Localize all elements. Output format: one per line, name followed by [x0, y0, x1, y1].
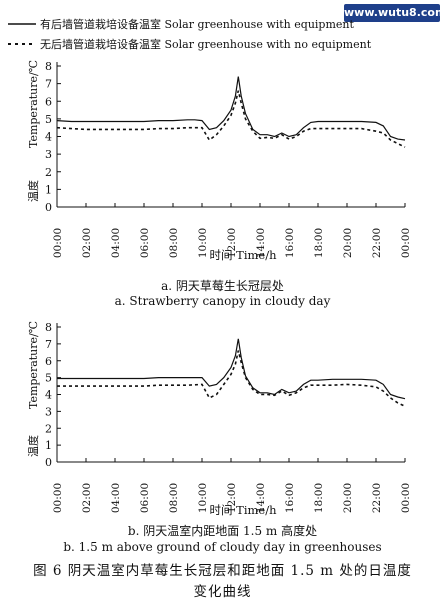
series-no-equipment-line	[56, 90, 406, 148]
y-tick-label: 7	[45, 338, 52, 351]
x-tick-label: 18:00	[313, 228, 325, 258]
x-tick-label: 00:00	[52, 228, 64, 258]
figure-caption-line1: 图 6 阴天温室内草莓生长冠层和距地面 1.5 m 处的日温度	[33, 563, 412, 579]
x-tick-label: 18:00	[313, 483, 325, 513]
x-tick-label: 00:00	[400, 228, 412, 258]
x-tick-label: 08:00	[168, 228, 180, 258]
chart-b-caption-en: b. 1.5 m above ground of cloudy day in g…	[63, 540, 382, 554]
y-axis-label-en: Temperature/℃	[27, 321, 40, 409]
figure-svg: 有后墙管道栽培设备温室 Solar greenhouse with equipm…	[8, 17, 412, 517]
x-tick-label: 12:00	[226, 483, 238, 513]
x-tick-label: 16:00	[284, 228, 296, 258]
y-tick-label: 7	[45, 78, 52, 91]
y-tick-label: 0	[45, 201, 52, 214]
x-tick-label: 04:00	[110, 228, 122, 258]
x-tick-label: 08:00	[168, 483, 180, 513]
y-tick-label: 0	[45, 456, 52, 469]
y-tick-label: 1	[45, 439, 52, 452]
x-tick-label: 00:00	[400, 483, 412, 513]
legend-solid-label: 有后墙管道栽培设备温室 Solar greenhouse with equipm…	[40, 17, 354, 31]
chart-b-caption-cn: b. 阴天温室内距地面 1.5 m 高度处	[127, 524, 318, 538]
series-no-equipment-line	[57, 350, 406, 408]
y-tick-label: 2	[45, 422, 52, 435]
series-with-equipment-line	[56, 76, 406, 141]
y-axis-label-cn: 温度	[26, 180, 40, 202]
legend: 有后墙管道栽培设备温室 Solar greenhouse with equipm…	[8, 17, 372, 51]
figure-caption-line2: 变化曲线	[193, 584, 252, 600]
series-with-equipment-line	[57, 338, 406, 400]
y-tick-label: 2	[45, 166, 52, 179]
x-tick-label: 04:00	[110, 483, 122, 513]
y-tick-label: 6	[45, 95, 52, 108]
x-axis-label: 时间 Time/h	[210, 248, 278, 262]
x-tick-label: 20:00	[342, 228, 354, 258]
chart-b: 0 1 2 3 4 5 6 7 8 00:00 02:00 04:00 06:00 08:00 10:00 1…	[26, 321, 412, 517]
x-tick-label: 22:00	[371, 228, 383, 258]
y-tick-label: 8	[45, 60, 52, 73]
y-tick-label: 4	[45, 389, 52, 402]
x-tick-label: 00:00	[52, 483, 64, 513]
x-tick-label: 06:00	[139, 483, 151, 513]
x-tick-label: 02:00	[81, 228, 93, 258]
y-tick-label: 5	[45, 372, 52, 385]
chart-a: 0 1 2 3 4 5 6 7 8 00:00 02:00 04:00 06:00 08:00 10:00 1…	[26, 60, 412, 262]
x-tick-label: 06:00	[139, 228, 151, 258]
y-axis-label-en: Temperature/℃	[27, 60, 40, 148]
y-tick-label: 8	[45, 321, 52, 334]
y-tick-label: 3	[45, 405, 52, 418]
watermark: www.wutu8.com	[344, 4, 445, 22]
x-axis-label: 时间 Time/h	[210, 503, 278, 517]
y-tick-label: 4	[45, 131, 52, 144]
legend-dashed-label: 无后墙管道栽培设备温室 Solar greenhouse with no equ…	[40, 37, 372, 51]
x-tick-label: 02:00	[81, 483, 93, 513]
chart-a-caption-cn: a. 阴天草莓生长冠层处	[161, 279, 284, 293]
x-tick-label: 16:00	[284, 483, 296, 513]
chart-a-caption-en: a. Strawberry canopy in cloudy day	[114, 294, 331, 308]
y-tick-label: 3	[45, 148, 52, 161]
x-tick-label: 14:00	[255, 483, 267, 513]
y-tick-label: 5	[45, 113, 52, 126]
x-tick-label: 12:00	[226, 228, 238, 258]
x-tick-label: 10:00	[197, 483, 209, 513]
y-tick-label: 6	[45, 355, 52, 368]
x-tick-label: 14:00	[255, 228, 267, 258]
x-tick-label: 22:00	[371, 483, 383, 513]
x-tick-label: 10:00	[197, 228, 209, 258]
y-tick-label: 1	[45, 183, 52, 196]
x-tick-label: 20:00	[342, 483, 354, 513]
y-axis-label-cn: 温度	[26, 435, 40, 457]
